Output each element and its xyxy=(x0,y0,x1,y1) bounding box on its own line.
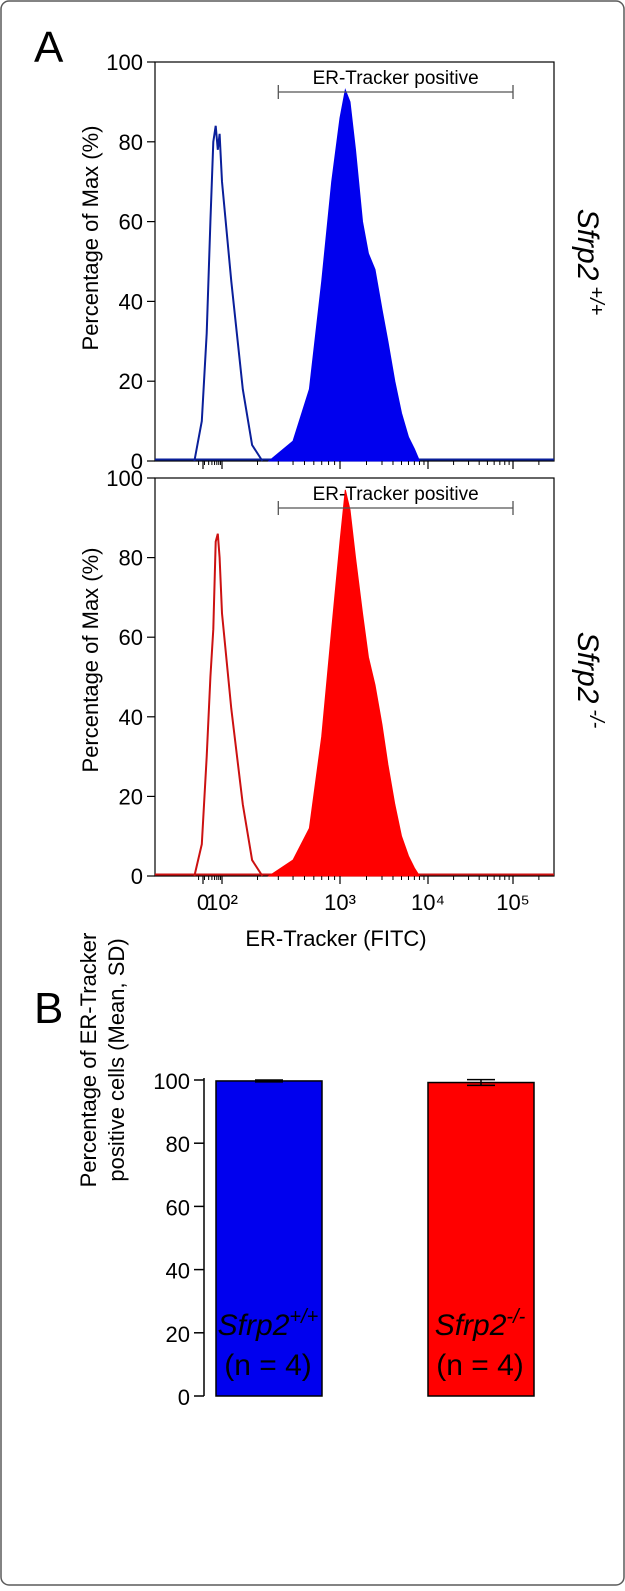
category-label-knockout: Sfrp2-/- (n = 4) xyxy=(435,1306,526,1382)
genotype-label-knockout: Sfrp2 -/- xyxy=(571,632,607,729)
y-axis-title: Percentage of Max (%) xyxy=(78,548,103,773)
x-tick-label: 10⁴ xyxy=(411,890,445,915)
genotype-name: Sfrp2 xyxy=(571,632,604,704)
gate-bracket-knockout: ER-Tracker positive xyxy=(277,484,514,515)
bar xyxy=(427,1081,535,1397)
y-tick-label: 60 xyxy=(119,210,143,235)
histogram-wildtype: 0 20 40 60 80 100 ER-Tracker positive Percent… xyxy=(78,50,607,474)
y-tick-label: 80 xyxy=(119,130,143,155)
gate-label: ER-Tracker positive xyxy=(313,484,479,505)
svg-text:Sfrp2+/+: Sfrp2 +/+ xyxy=(571,209,607,316)
bar xyxy=(215,1080,323,1397)
y-tick-label: 80 xyxy=(119,546,143,571)
x-tick-label: 10² xyxy=(206,890,238,915)
genotype-label-wildtype: Sfrp2 +/+ xyxy=(571,209,607,316)
histogram-filled-series xyxy=(267,88,421,462)
genotype-superscript: +/+ xyxy=(585,286,607,315)
histogram-wildtype-ticks: 0 20 40 60 80 100 xyxy=(106,50,540,474)
histogram-knockout-series xyxy=(155,489,554,877)
y-tick-label: 60 xyxy=(119,625,143,650)
histogram-wildtype-series xyxy=(155,88,554,462)
x-axis-title: ER-Tracker (FITC) xyxy=(245,926,426,951)
bar-y-tick-label: 60 xyxy=(166,1195,190,1220)
genotype-name: Sfrp2 xyxy=(571,209,604,281)
y-axis-title: Percentage of Max (%) xyxy=(78,126,103,351)
bar-chart-ticks: 0 20 40 60 80 100 xyxy=(153,1069,205,1410)
gate-label: ER-Tracker positive xyxy=(313,68,479,89)
y-tick-label: 20 xyxy=(119,369,143,394)
y-tick-label: 100 xyxy=(106,50,143,75)
svg-text:Sfrp2-/-: Sfrp2 -/- xyxy=(571,632,607,729)
category-superscript: -/- xyxy=(506,1306,525,1328)
histogram-outline-series xyxy=(193,125,264,462)
category-name: Sfrp2 xyxy=(435,1309,507,1342)
y-tick-label: 100 xyxy=(106,466,143,491)
category-superscript: +/+ xyxy=(289,1306,318,1328)
histogram-filled-series xyxy=(267,489,421,877)
sample-size-label: (n = 4) xyxy=(436,1349,524,1382)
y-tick-label: 0 xyxy=(131,864,143,889)
gate-bracket-wildtype: ER-Tracker positive xyxy=(277,68,514,99)
bar-y-tick-label: 40 xyxy=(166,1259,190,1284)
bar-chart: 0 20 40 60 80 100 Percentage of ER-Tracker po… xyxy=(76,933,535,1410)
bar-y-axis-title-line2: positive cells (Mean, SD) xyxy=(104,938,129,1181)
x-tick-label: 0 xyxy=(197,890,209,915)
category-name: Sfrp2 xyxy=(218,1309,290,1342)
y-tick-label: 20 xyxy=(119,784,143,809)
sample-size-label: (n = 4) xyxy=(224,1349,312,1382)
x-tick-label: 10³ xyxy=(324,890,356,915)
genotype-superscript: -/- xyxy=(585,709,607,728)
category-label-wildtype: Sfrp2+/+ (n = 4) xyxy=(218,1306,319,1382)
x-tick-label: 10⁵ xyxy=(496,890,530,915)
y-tick-label: 40 xyxy=(119,289,143,314)
svg-text:Sfrp2+/+: Sfrp2+/+ xyxy=(218,1306,319,1342)
histogram-outline-series xyxy=(193,533,264,877)
panel-a-label: A xyxy=(34,23,64,72)
y-tick-label: 40 xyxy=(119,705,143,730)
bar-y-tick-label: 0 xyxy=(178,1385,190,1410)
bar-y-axis-title-line1: Percentage of ER-Tracker xyxy=(76,933,101,1188)
svg-text:Sfrp2-/-: Sfrp2-/- xyxy=(435,1306,526,1342)
bar-y-tick-label: 20 xyxy=(166,1322,190,1347)
bar-y-tick-label: 80 xyxy=(166,1132,190,1157)
panel-b-label: B xyxy=(34,984,63,1033)
bar-y-tick-label: 100 xyxy=(153,1069,190,1094)
bar-chart-bars xyxy=(215,1078,535,1397)
y-tick-label: 0 xyxy=(131,449,143,474)
